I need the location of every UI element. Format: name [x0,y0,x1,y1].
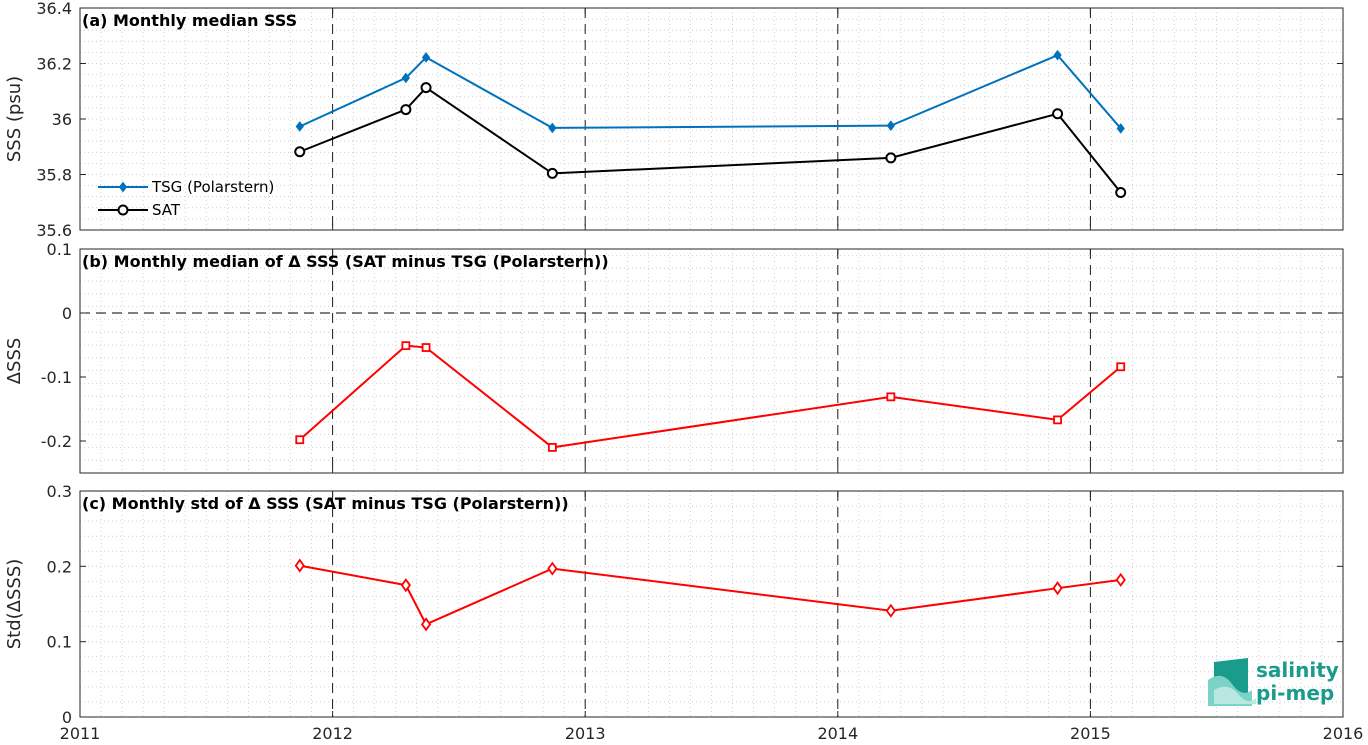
data-point [547,442,557,452]
data-point [1115,572,1126,587]
series-line-b-0 [299,344,1122,449]
data-point [1052,108,1064,120]
data-point [295,435,305,445]
y-tick-label: -0.2 [41,432,72,451]
data-point [1116,362,1126,372]
y-tick-label: 36.4 [36,0,72,18]
axes-box [79,490,1344,718]
data-point [420,617,432,632]
legend-marker [117,204,129,216]
data-point [547,561,558,576]
panel-title: (a) Monthly median SSS [82,11,297,30]
y-tick-label: 35.8 [36,166,72,185]
panel-c: 0 0.1 0.2 0.3 2011 2012 2013 2014 2015 2016 Std(ΔS… [4,482,1363,743]
data-point [400,578,411,593]
logo-line1-text: salinity [1256,658,1339,682]
panel-a: 35.6 35.8 36 36.2 36.4 SSS (psu) (a) Monthly m… [4,0,1344,240]
x-tick-label: 2013 [565,724,606,743]
data-point [1053,49,1062,61]
data-point [421,52,431,63]
legend-marker [118,181,128,193]
data-point [1116,123,1125,134]
data-point [1052,581,1063,596]
x-tick-label: 2015 [1070,724,1111,743]
data-point [420,82,432,94]
y-axis-label: SSS (psu) [4,76,25,162]
data-point [295,121,304,132]
x-tick-label: 2014 [817,724,858,743]
y-axis-label: ΔSSS [4,338,25,385]
y-tick-label: 0 [62,708,72,727]
data-point [1115,187,1127,199]
x-tick-label: 2011 [60,724,101,743]
data-point [546,167,558,179]
data-point [294,558,305,573]
data-point [886,392,896,402]
y-tick-label: 36.2 [36,55,72,74]
y-tick-label: 0.1 [47,240,72,259]
y-axis-label: Std(ΔSSS) [4,559,25,650]
x-tick-label: 2016 [1323,724,1364,743]
logo-wave-icon [1214,686,1256,704]
y-tick-label: 0 [62,304,72,323]
y-tick-label: 0.1 [47,633,72,652]
panel-title: (c) Monthly std of Δ SSS (SAT minus TSG … [82,494,569,513]
y-tick-label: 0.3 [47,482,72,501]
legend-label: TSG (Polarstern) [151,178,274,196]
series-line-c-0 [299,564,1121,626]
legend: TSG (Polarstern) SAT [98,178,274,219]
y-tick-label: 36 [52,110,72,129]
data-point [401,72,410,84]
panel-title: (b) Monthly median of Δ SSS (SAT minus T… [82,252,609,271]
y-tick-label: -0.1 [41,368,72,387]
data-point [548,122,557,134]
data-point [885,152,897,164]
series-line-a-1 [299,86,1122,194]
data-point [294,146,306,158]
panel-b: -0.2 -0.1 0 0.1 ΔSSS (b) Monthly median of Δ … [4,240,1344,474]
data-point [1053,415,1062,425]
legend-label: SAT [152,201,181,219]
data-point [421,343,431,352]
logo-line2-text: pi-mep [1256,681,1334,705]
data-point [885,603,896,618]
y-tick-label: 35.6 [36,221,72,240]
data-point [886,120,895,131]
data-point [401,341,411,351]
x-tick-label: 2012 [312,724,353,743]
y-tick-label: 0.2 [47,557,72,576]
axes-box [79,248,1344,474]
data-point [400,104,412,116]
